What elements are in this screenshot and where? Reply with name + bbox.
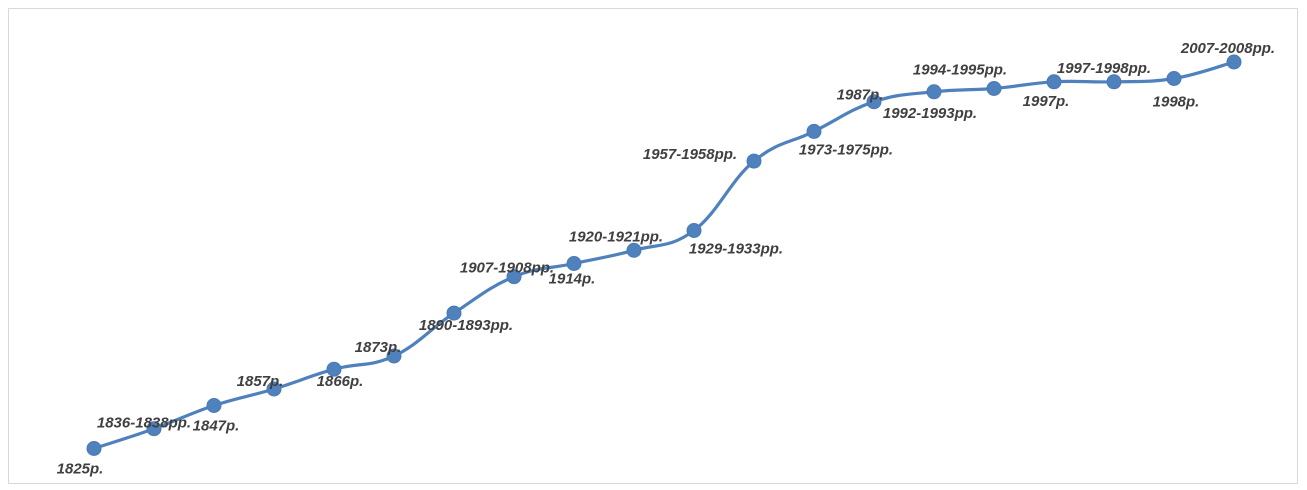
data-point-marker	[986, 81, 1002, 96]
data-point-marker	[146, 421, 162, 437]
data-point-marker	[626, 242, 642, 258]
data-point-label: 1929-1933рр.	[689, 241, 783, 258]
line-chart: 1825р. 1836-1838рр. 1847р. 1857р. 1866р. 1873…	[57, 40, 1275, 478]
data-point-label: 1866р.	[317, 373, 364, 390]
data-point-label: 1914р.	[549, 271, 596, 288]
data-point-marker	[746, 153, 762, 169]
data-point-label: 1987р.	[837, 87, 884, 104]
series-line	[93, 60, 1235, 451]
data-point-marker	[1106, 74, 1122, 90]
data-point-label: 2007-2008рр.	[1180, 40, 1275, 57]
chart-area: 1825р. 1836-1838рр. 1847р. 1857р. 1866р. 1873…	[8, 8, 1298, 484]
data-point-marker	[686, 223, 702, 238]
data-point-label: 1973-1975рр.	[799, 141, 893, 158]
data-point-label: 1957-1958рр.	[643, 146, 737, 163]
data-point-label: 1997-1998рр.	[1057, 60, 1151, 77]
data-point-label: 1873р.	[355, 339, 402, 356]
data-point-marker	[446, 305, 462, 321]
data-point-label: 1907-1908рр.	[460, 260, 554, 277]
data-point-marker	[806, 123, 822, 139]
data-point-label: 1857р.	[237, 373, 284, 390]
data-point-label: 1997р.	[1023, 93, 1070, 110]
data-point-marker	[386, 348, 402, 364]
data-point-label: 1825р.	[57, 461, 104, 478]
data-point-marker	[1226, 54, 1242, 70]
data-point-marker	[506, 269, 522, 285]
data-point-marker	[206, 398, 222, 413]
data-point-marker	[326, 361, 342, 377]
data-point-label: 1890-1893рр.	[419, 317, 513, 334]
data-point-label: 1998р.	[1153, 94, 1200, 111]
data-point-marker	[1166, 71, 1182, 86]
data-point-label: 1836-1838рр.	[97, 415, 191, 432]
data-point-marker	[86, 441, 102, 456]
data-point-label: 1992-1993рр.	[883, 105, 977, 122]
data-point-label: 1847р.	[193, 418, 240, 435]
data-point-marker	[926, 84, 942, 100]
data-point-marker	[266, 381, 282, 397]
data-point-marker	[566, 256, 582, 271]
data-point-label: 1920-1921рр.	[569, 228, 663, 245]
data-point-marker	[866, 94, 882, 110]
data-point-marker	[1046, 74, 1062, 90]
data-point-label: 1994-1995рр.	[913, 62, 1007, 79]
